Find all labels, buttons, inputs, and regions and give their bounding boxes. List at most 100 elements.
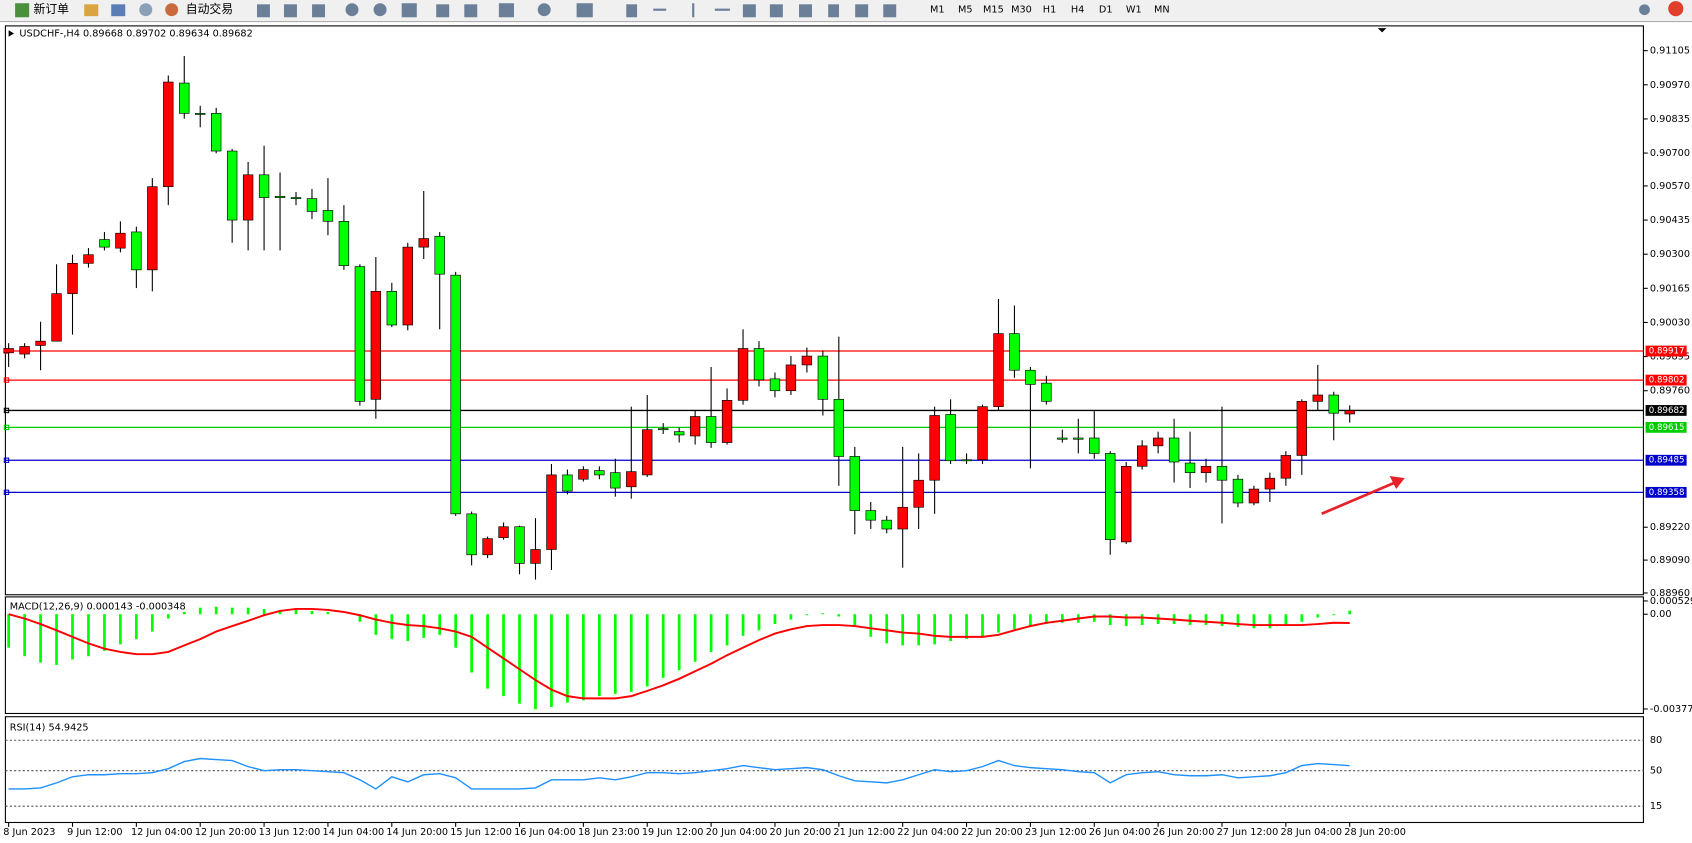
toolbar-icon[interactable] [576, 3, 593, 18]
y-tick-label: 0.00 [1650, 609, 1672, 620]
shift-marker [1377, 28, 1387, 33]
candle-body [402, 246, 413, 326]
toolbar-icon[interactable] [464, 4, 478, 18]
toolbar-bg [0, 0, 1692, 22]
timeframe-button[interactable]: H4 [1071, 5, 1084, 16]
candle-body [1105, 453, 1116, 540]
new-order-button[interactable]: 新订单 [33, 2, 69, 16]
new-order-icon[interactable] [15, 3, 30, 18]
candle-body [610, 472, 621, 489]
candle-body [482, 538, 493, 556]
candle-body [322, 210, 334, 222]
candle-body [594, 470, 605, 476]
y-tick-label: 50 [1650, 766, 1662, 777]
main-panel [4, 25, 1644, 596]
candle-body [530, 549, 541, 564]
fibo-tool[interactable] [799, 4, 812, 18]
title-marker [8, 30, 15, 37]
toolbar-icon[interactable] [256, 4, 270, 18]
timeframe-button[interactable]: M1 [930, 5, 945, 16]
channel-tool[interactable] [769, 4, 783, 18]
shapes-tool[interactable] [883, 4, 897, 18]
macd-panel [4, 596, 1644, 715]
level-label-bg [1645, 405, 1687, 416]
rsi-panel [4, 716, 1644, 824]
candle-body [434, 235, 445, 275]
auto-trading-icon[interactable] [165, 3, 179, 17]
toolbar-icons [256, 3, 1650, 18]
candle-body [3, 348, 14, 354]
y-tick-label: 0.89220 [1650, 522, 1690, 533]
candle-body [290, 197, 302, 199]
level-label: 0.89917 [1649, 347, 1685, 357]
candle-body [115, 232, 126, 249]
toolbar-icon[interactable] [312, 4, 326, 18]
level-marker [3, 457, 10, 463]
candle-body [1089, 437, 1100, 454]
vline-tool[interactable] [692, 3, 695, 18]
candle-body [99, 239, 110, 248]
candle-body [897, 506, 908, 530]
level-label: 0.89615 [1649, 423, 1685, 433]
candle-body [386, 291, 397, 326]
search[interactable] [1639, 4, 1650, 16]
timeframe-button[interactable]: M5 [958, 5, 973, 16]
level-label: 0.89358 [1649, 488, 1685, 498]
y-tick-label: 0.89895 [1650, 352, 1690, 363]
crosshair-tool[interactable] [653, 8, 667, 11]
toolbar-icon[interactable] [537, 3, 551, 17]
label-tool[interactable] [855, 4, 869, 18]
zoom-out[interactable] [373, 3, 387, 17]
toolbar-icon[interactable] [498, 3, 514, 18]
x-tick-label: 21 Jun 12:00 [833, 827, 895, 838]
toolbar: 新订单 自动交易 [0, 0, 1692, 23]
x-tick-label: 19 Jun 12:00 [642, 827, 704, 838]
notification-badge[interactable] [1668, 1, 1684, 17]
x-tick-label: 15 Jun 12:00 [450, 827, 512, 838]
candle-body [1312, 394, 1323, 402]
candle-body [961, 459, 972, 462]
toolbar-icon[interactable] [436, 4, 450, 18]
y-tick-label: 0.000529 [1650, 596, 1692, 607]
x-tick-label: 14 Jun 04:00 [323, 827, 385, 838]
timeframe-button[interactable]: H1 [1043, 5, 1056, 16]
level-label: 0.89802 [1649, 376, 1685, 386]
timeframe-button[interactable]: M15 [983, 5, 1004, 16]
candle-body [673, 431, 685, 436]
candle-body [274, 195, 286, 198]
candle-body [1041, 382, 1052, 402]
toolbar-icon[interactable] [401, 3, 417, 18]
auto-trading-button[interactable]: 自动交易 [186, 2, 233, 16]
level-label-bg [1645, 421, 1687, 433]
hline-tool[interactable] [714, 8, 730, 11]
candle-body [1152, 437, 1164, 447]
zoom-in[interactable] [345, 3, 359, 17]
toolbar-icon[interactable] [111, 4, 126, 17]
toolbar-icon[interactable] [283, 4, 297, 18]
timeframe-button[interactable]: M30 [1011, 5, 1032, 16]
cursor-tool[interactable] [626, 4, 638, 18]
timeframe-button[interactable]: MN [1154, 5, 1170, 16]
toolbar-icon[interactable] [84, 4, 99, 17]
y-tick-label: -0.003771 [1650, 704, 1692, 715]
text-tool[interactable] [828, 4, 839, 18]
x-tick-label: 14 Jun 20:00 [386, 827, 448, 838]
level-label-bg [1645, 374, 1687, 386]
candle-body [83, 254, 94, 264]
y-tick-label: 0.90300 [1650, 249, 1690, 260]
timeframe-button[interactable]: D1 [1099, 5, 1113, 16]
candle-body [993, 333, 1004, 407]
trendline-tool[interactable] [742, 4, 756, 18]
level-marker [3, 377, 10, 383]
candle-body [179, 82, 190, 114]
timeframe-button[interactable]: W1 [1126, 5, 1142, 16]
y-tick-label: 0.89760 [1650, 386, 1690, 397]
candle-body [163, 81, 174, 188]
x-tick-label: 26 Jun 20:00 [1153, 827, 1215, 838]
toolbar-icon[interactable] [139, 3, 153, 17]
candle-body [195, 113, 206, 115]
x-tick-label: 22 Jun 04:00 [897, 827, 959, 838]
candle-body [19, 346, 30, 355]
